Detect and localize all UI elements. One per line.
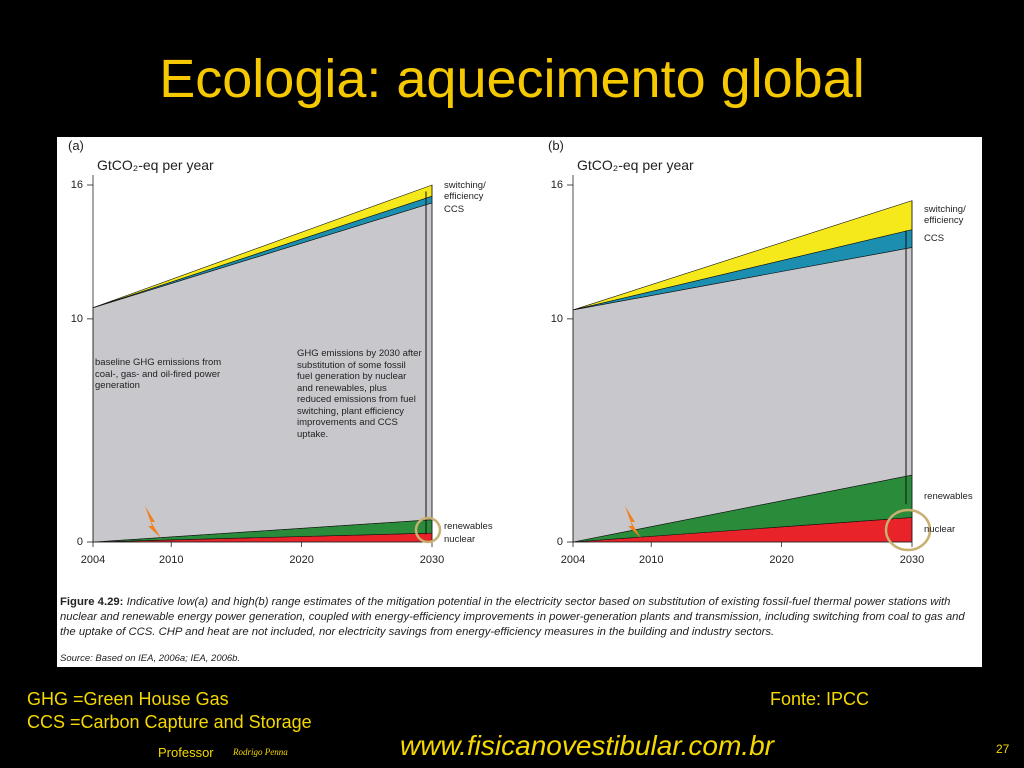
professor: Professor — [158, 745, 214, 760]
panel-label: (a) — [68, 138, 84, 153]
y-tick-label: 0 — [557, 536, 563, 548]
caption-text: Indicative low(a) and high(b) range esti… — [60, 596, 965, 638]
highlight-ring — [414, 516, 442, 544]
legend-label: nuclear — [924, 524, 956, 536]
website[interactable]: www.fisicanovestibular.com.br — [400, 730, 774, 761]
caption-label: Figure 4.29: — [60, 596, 124, 608]
y-tick-label: 16 — [71, 179, 83, 191]
x-tick-label: 2004 — [561, 554, 585, 566]
annotation: baseline GHG emissions from coal-, gas- … — [95, 357, 222, 391]
x-tick-label: 2020 — [769, 554, 793, 566]
y-axis-label: GtCO₂-eq per year — [97, 157, 214, 173]
spark-icon — [625, 506, 641, 538]
x-tick-label: 2030 — [420, 554, 444, 566]
y-tick-label: 10 — [71, 313, 83, 325]
spark-icon — [145, 506, 161, 538]
signature: Rodrigo Penna — [233, 747, 288, 757]
y-tick-label: 16 — [551, 179, 563, 191]
page-number: 27 — [996, 742, 1010, 756]
x-tick-label: 2030 — [900, 554, 924, 566]
slide-title: Ecologia: aquecimento global — [159, 49, 865, 109]
footnote: GHG =Green House Gas — [27, 689, 229, 709]
legend-label: nuclear — [444, 533, 476, 545]
legend-label: CCS — [924, 233, 945, 245]
source-credit: Fonte: IPCC — [770, 689, 870, 709]
legend-label: renewables — [444, 520, 493, 532]
legend-label: CCS — [444, 203, 465, 215]
annotation: GHG emissions by 2030 after substitution… — [297, 348, 422, 440]
panel-label: (b) — [548, 138, 564, 153]
highlight-ring — [884, 508, 932, 552]
x-tick-label: 2020 — [289, 554, 313, 566]
legend-label: switching/ efficiency — [444, 179, 486, 202]
x-tick-label: 2004 — [81, 554, 105, 566]
y-tick-label: 10 — [551, 313, 563, 325]
y-axis-label: GtCO₂-eq per year — [577, 157, 694, 173]
y-tick-label: 0 — [77, 536, 83, 548]
legend-label: renewables — [924, 490, 973, 502]
footnote: CCS =Carbon Capture and Storage — [27, 712, 312, 732]
x-tick-label: 2010 — [639, 554, 663, 566]
legend-label: switching/ efficiency — [924, 204, 966, 227]
caption-source: Source: Based on IEA, 2006a; IEA, 2006b. — [60, 653, 241, 664]
x-tick-label: 2010 — [159, 554, 183, 566]
caption: Figure 4.29: Indicative low(a) and high(… — [60, 595, 980, 640]
